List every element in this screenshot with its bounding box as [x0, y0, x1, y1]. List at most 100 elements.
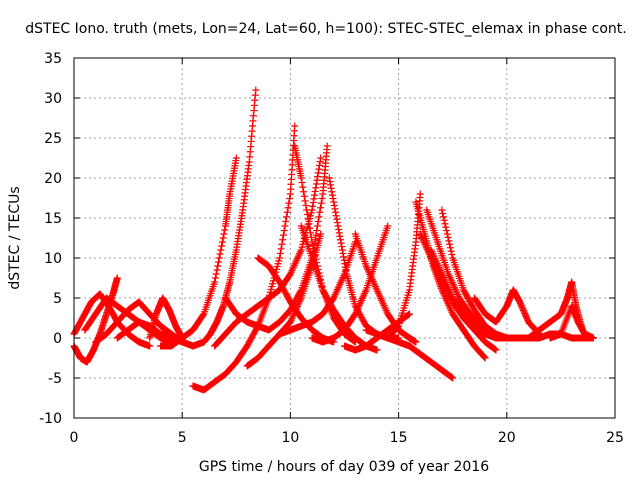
data-point [446, 244, 454, 252]
data-point [332, 212, 340, 220]
data-point [277, 245, 285, 253]
data-point [374, 288, 382, 296]
data-point [317, 204, 325, 212]
y-tick-label: -10 [39, 411, 62, 427]
data-point [394, 323, 402, 331]
data-point [276, 249, 284, 257]
data-point [448, 279, 456, 287]
data-point [215, 258, 223, 266]
data-point [329, 195, 337, 203]
series-19 [351, 230, 420, 346]
data-point [446, 303, 454, 311]
x-axis-ticks: 0 5 10 15 20 25 [70, 58, 624, 446]
series-8 [189, 122, 299, 394]
data-point [365, 269, 373, 277]
data-point [443, 230, 451, 238]
data-point [300, 188, 308, 196]
data-point [422, 242, 430, 250]
data-point [313, 222, 321, 230]
data-point [290, 261, 298, 269]
data-point [315, 213, 323, 221]
data-point [341, 263, 349, 271]
data-point [444, 270, 452, 278]
data-point [452, 287, 460, 295]
data-point [449, 374, 457, 382]
data-point [451, 285, 459, 293]
data-point [310, 195, 318, 203]
data-point [421, 240, 429, 248]
data-point [292, 258, 300, 266]
data-point [445, 237, 453, 245]
y-tick-label: 0 [53, 331, 62, 347]
data-point [438, 206, 446, 214]
data-point [278, 240, 286, 248]
data-point [334, 285, 342, 293]
data-point [381, 303, 389, 311]
data-point [422, 244, 430, 252]
data-point [427, 246, 435, 254]
data-point [380, 301, 388, 309]
data-point [300, 192, 308, 200]
data-point [331, 291, 339, 299]
series-27 [470, 286, 543, 338]
data-point [441, 277, 449, 285]
data-point [437, 268, 445, 276]
data-point [332, 208, 340, 216]
x-tick-label: 5 [178, 430, 187, 446]
data-point [199, 311, 207, 319]
data-point [312, 231, 320, 239]
data-point [447, 307, 455, 315]
data-point [284, 204, 292, 212]
x-tick-label: 0 [70, 430, 79, 446]
series-30 [546, 302, 597, 342]
data-point [416, 190, 424, 198]
data-point [446, 289, 454, 297]
data-point [306, 229, 314, 237]
x-tick-label: 20 [498, 430, 516, 446]
data-point [420, 239, 428, 247]
data-point [280, 227, 288, 235]
data-point [293, 256, 301, 264]
data-point [367, 272, 375, 280]
data-point [361, 288, 369, 296]
data-point [306, 224, 314, 232]
data-point [303, 206, 311, 214]
data-point [212, 270, 220, 278]
data-point [338, 246, 346, 254]
data-point [445, 301, 453, 309]
data-point [330, 198, 338, 206]
data-point [448, 251, 456, 259]
data-point [337, 239, 345, 247]
data-point [368, 276, 376, 284]
data-point [218, 238, 226, 246]
data-point [335, 282, 343, 290]
data-point [419, 235, 427, 243]
data-point [113, 274, 121, 282]
data-point [416, 230, 424, 238]
data-point [428, 248, 436, 256]
data-point [340, 256, 348, 264]
data-point [443, 227, 451, 235]
data-point [326, 177, 334, 185]
data-point [339, 273, 347, 281]
data-point [436, 265, 444, 273]
data-point [314, 217, 322, 225]
data-point [373, 286, 381, 294]
data-point [330, 292, 338, 300]
data-point [382, 307, 390, 315]
grid-lines [74, 58, 615, 418]
data-point [444, 284, 452, 292]
data-point [296, 248, 304, 256]
series-6 [157, 154, 240, 350]
data-point [330, 201, 338, 209]
data-point [442, 223, 450, 231]
data-point [298, 179, 306, 187]
data-point [327, 184, 335, 192]
data-point [325, 174, 333, 182]
data-point [328, 191, 336, 199]
data-point [369, 277, 377, 285]
data-point [442, 279, 450, 287]
data-point [287, 268, 295, 276]
chart-title: dSTEC Iono. truth (mets, Lon=24, Lat=60,… [25, 21, 626, 37]
data-point [429, 249, 437, 257]
